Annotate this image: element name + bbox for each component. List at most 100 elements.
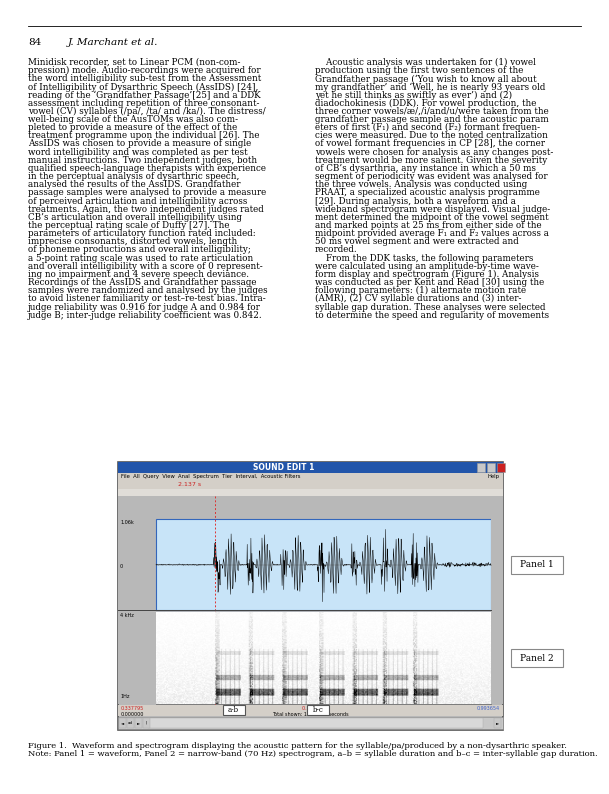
- Text: Minidisk recorder, set to Linear PCM (non-com-: Minidisk recorder, set to Linear PCM (no…: [28, 58, 241, 67]
- Text: my grandfather’ and ‘Well, he is nearly 93 years old: my grandfather’ and ‘Well, he is nearly …: [315, 83, 546, 92]
- Bar: [118, 462, 503, 730]
- Text: diadochokinesis (DDK). For vowel production, the: diadochokinesis (DDK). For vowel product…: [315, 98, 537, 108]
- Text: vowels were chosen for analysis as any changes post-: vowels were chosen for analysis as any c…: [315, 148, 554, 156]
- Text: 2.137 s: 2.137 s: [178, 482, 201, 487]
- Bar: [511, 649, 563, 667]
- Text: ◄: ◄: [121, 721, 124, 725]
- Text: segment of periodicity was evident was analysed for: segment of periodicity was evident was a…: [315, 172, 547, 181]
- Text: in the perceptual analysis of dysarthric speech,: in the perceptual analysis of dysarthric…: [28, 172, 239, 181]
- Text: 4 kHz: 4 kHz: [120, 614, 134, 619]
- Text: treatments. Again, the two independent judges rated: treatments. Again, the two independent j…: [28, 205, 264, 214]
- Text: syllable gap duration. These analyses were selected: syllable gap duration. These analyses we…: [315, 303, 546, 311]
- Text: passage samples were analysed to provide a measure: passage samples were analysed to provide…: [28, 188, 266, 198]
- Bar: [118, 496, 156, 704]
- Bar: [135, 718, 142, 728]
- Text: File  All  Query  View  Anal  Spectrum  Tier  Interval,  Acoustic Filters: File All Query View Anal Spectrum Tier I…: [121, 474, 300, 479]
- Bar: [143, 718, 150, 728]
- Text: midpoint provided average F₁ and F₂ values across a: midpoint provided average F₁ and F₂ valu…: [315, 229, 549, 238]
- Bar: [222, 705, 244, 715]
- Text: cies were measured. Due to the noted centralization: cies were measured. Due to the noted cen…: [315, 131, 548, 141]
- Text: the word intelligibility sub-test from the Assessment: the word intelligibility sub-test from t…: [28, 75, 261, 83]
- Text: 0: 0: [120, 565, 123, 569]
- Text: and overall intelligibility with a score of 0 represent-: and overall intelligibility with a score…: [28, 262, 262, 271]
- Text: ad: ad: [128, 721, 133, 725]
- Text: the three vowels. Analysis was conducted using: the three vowels. Analysis was conducted…: [315, 180, 527, 189]
- Text: 1.06k: 1.06k: [120, 520, 134, 525]
- Text: 84: 84: [28, 38, 41, 47]
- Bar: [494, 718, 501, 728]
- Bar: [497, 463, 505, 472]
- Bar: [148, 718, 483, 728]
- Text: treatment would be more salient. Given the severity: treatment would be more salient. Given t…: [315, 156, 547, 165]
- Text: treatment programme upon the individual [26]. The: treatment programme upon the individual …: [28, 131, 259, 141]
- Text: pleted to provide a measure of the effect of the: pleted to provide a measure of the effec…: [28, 123, 238, 132]
- Bar: [511, 556, 563, 574]
- Text: judge reliability was 0.916 for judge A and 0.984 for: judge reliability was 0.916 for judge A …: [28, 303, 261, 311]
- Text: 0.832 s: 0.832 s: [301, 706, 320, 711]
- Text: samples were randomized and analysed by the judges: samples were randomized and analysed by …: [28, 286, 267, 295]
- Text: J. Marchant et al.: J. Marchant et al.: [68, 38, 158, 47]
- Text: of perceived articulation and intelligibility across: of perceived articulation and intelligib…: [28, 197, 247, 206]
- Text: CB’s articulation and overall intelligibility using: CB’s articulation and overall intelligib…: [28, 213, 242, 222]
- Text: [29]. During analysis, both a waveform and a: [29]. During analysis, both a waveform a…: [315, 197, 516, 206]
- Text: Recordings of the AssIDS and Grandfather passage: Recordings of the AssIDS and Grandfather…: [28, 278, 256, 287]
- Text: recorded.: recorded.: [315, 245, 357, 254]
- Text: Help: Help: [488, 474, 500, 479]
- Text: Total shown: 1.000000 seconds: Total shown: 1.000000 seconds: [272, 712, 349, 717]
- Text: ing no impairment and 4 severe speech deviance.: ing no impairment and 4 severe speech de…: [28, 270, 249, 279]
- Text: Panel 2: Panel 2: [520, 653, 554, 663]
- Text: three corner vowels/æ/,/i/and/u/were taken from the: three corner vowels/æ/,/i/and/u/were tak…: [315, 107, 549, 116]
- Bar: [119, 718, 126, 728]
- Bar: [118, 481, 503, 489]
- Text: Figure 1.  Waveform and spectrogram displaying the acoustic pattern for the syll: Figure 1. Waveform and spectrogram displ…: [28, 742, 567, 750]
- Text: Grandfather passage (‘You wish to know all about: Grandfather passage (‘You wish to know a…: [315, 75, 537, 83]
- Text: From the DDK tasks, the following parameters: From the DDK tasks, the following parame…: [315, 253, 533, 263]
- Text: to determine the speed and regularity of movements: to determine the speed and regularity of…: [315, 310, 549, 320]
- Text: wideband spectrogram were displayed. Visual judge-: wideband spectrogram were displayed. Vis…: [315, 205, 551, 214]
- Text: |: |: [146, 721, 147, 725]
- Text: a-b: a-b: [228, 706, 239, 714]
- Text: (AMR), (2) CV syllable durations and (3) inter-: (AMR), (2) CV syllable durations and (3)…: [315, 295, 521, 303]
- Text: following parameters: (1) alternate motion rate: following parameters: (1) alternate moti…: [315, 286, 526, 295]
- Text: the perceptual rating scale of Duffy [27]. The: the perceptual rating scale of Duffy [27…: [28, 221, 230, 230]
- Text: well-being scale of the AusTOMs was also com-: well-being scale of the AusTOMs was also…: [28, 115, 238, 124]
- Text: ►: ►: [496, 721, 499, 725]
- Text: of phoneme productions and overall intelligibility;: of phoneme productions and overall intel…: [28, 245, 251, 254]
- Text: Note: Panel 1 = waveform, Panel 2 = narrow-band (70 Hz) spectrogram, a–b = sylla: Note: Panel 1 = waveform, Panel 2 = narr…: [28, 750, 597, 758]
- Text: Acoustic analysis was undertaken for (1) vowel: Acoustic analysis was undertaken for (1)…: [315, 58, 536, 67]
- Text: 0.000000: 0.000000: [121, 712, 144, 717]
- Text: manual instructions. Two independent judges, both: manual instructions. Two independent jud…: [28, 156, 257, 165]
- Text: eters of first (F₁) and second (F₂) formant frequen-: eters of first (F₁) and second (F₂) form…: [315, 123, 540, 133]
- Text: PRAAT, a specialized acoustic analysis programme: PRAAT, a specialized acoustic analysis p…: [315, 188, 540, 198]
- Text: of Intelligibility of Dysarthric Speech (AssIDS) [24],: of Intelligibility of Dysarthric Speech …: [28, 83, 258, 91]
- Text: yet he still thinks as swiftly as ever’) and (2): yet he still thinks as swiftly as ever’)…: [315, 91, 512, 100]
- Bar: [487, 463, 495, 472]
- Bar: [118, 489, 503, 496]
- Text: 50 ms vowel segment and were extracted and: 50 ms vowel segment and were extracted a…: [315, 237, 519, 246]
- Text: and marked points at 25 ms from either side of the: and marked points at 25 ms from either s…: [315, 221, 541, 230]
- Bar: [118, 717, 503, 729]
- Text: reading of the ‘Grandfather Passage’[25] and a DDK: reading of the ‘Grandfather Passage’[25]…: [28, 91, 261, 100]
- Text: judge B; inter-judge reliability coefficient was 0.842.: judge B; inter-judge reliability coeffic…: [28, 310, 262, 320]
- Bar: [118, 462, 503, 473]
- Bar: [477, 463, 485, 472]
- Text: 0.993654: 0.993654: [477, 706, 500, 711]
- Bar: [156, 612, 491, 704]
- Text: a 5-point rating scale was used to rate articulation: a 5-point rating scale was used to rate …: [28, 253, 253, 263]
- Text: of vowel formant frequencies in CP [28], the corner: of vowel formant frequencies in CP [28],…: [315, 140, 545, 148]
- Bar: [118, 473, 503, 481]
- Text: to avoid listener familiarity or test–re-test bias. Intra-: to avoid listener familiarity or test–re…: [28, 295, 266, 303]
- Text: of CB’s dysarthria, any instance in which a 50 ms: of CB’s dysarthria, any instance in whic…: [315, 164, 536, 173]
- Text: production using the first two sentences of the: production using the first two sentences…: [315, 66, 523, 75]
- Text: imprecise consonants, distorted vowels, length: imprecise consonants, distorted vowels, …: [28, 237, 238, 246]
- Bar: [307, 705, 329, 715]
- Text: AssIDS was chosen to provide a measure of single: AssIDS was chosen to provide a measure o…: [28, 140, 252, 148]
- Bar: [118, 705, 503, 716]
- Text: word intelligibility and was completed as per test: word intelligibility and was completed a…: [28, 148, 248, 156]
- Text: qualified speech-language therapists with experience: qualified speech-language therapists wit…: [28, 164, 266, 173]
- Text: ►: ►: [137, 721, 140, 725]
- Text: were calculated using an amplitude-by-time wave-: were calculated using an amplitude-by-ti…: [315, 262, 539, 271]
- Text: ment determined the midpoint of the vowel segment: ment determined the midpoint of the vowe…: [315, 213, 549, 222]
- Text: assessment including repetition of three consonant-: assessment including repetition of three…: [28, 98, 259, 108]
- Text: Panel 1: Panel 1: [520, 561, 554, 569]
